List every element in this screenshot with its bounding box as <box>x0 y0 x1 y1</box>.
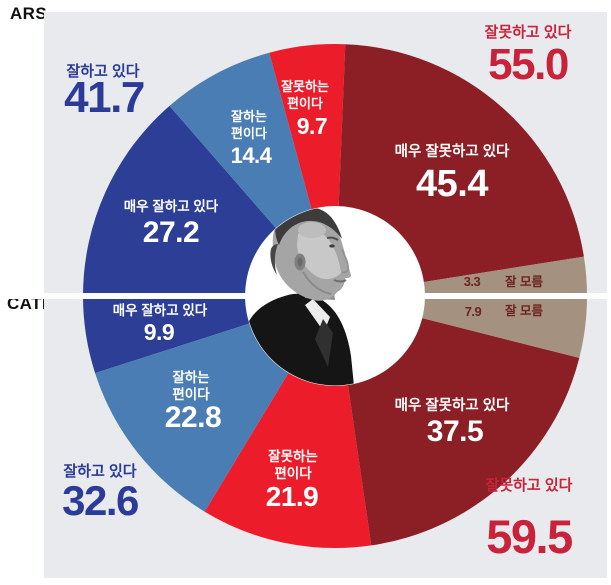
portrait-illustration <box>245 206 354 386</box>
segment-label: 편이다 <box>172 386 210 402</box>
portrait-face-highlight <box>297 230 341 280</box>
portrait-hair-back <box>270 244 278 275</box>
portrait-jaw-shadow <box>302 271 332 295</box>
segment-label: 잘못하는 <box>268 448 318 464</box>
segment-value: 27.2 <box>143 216 199 249</box>
segment-value: 14.4 <box>231 143 273 168</box>
segment-label: 잘하는 <box>231 109 267 124</box>
segment-label: 매우 잘못하고 있다 <box>395 396 510 414</box>
portrait-eye <box>329 244 335 248</box>
segment-value: 37.5 <box>427 415 483 448</box>
segment-label: 잘 모름 <box>505 303 543 318</box>
segment-value: 21.9 <box>266 481 319 512</box>
segment-label: 매우 잘못하고 있다 <box>395 142 510 160</box>
segment-value: 7.9 <box>465 304 482 319</box>
total-value: 32.6 <box>62 477 138 524</box>
total-label: 잘하고 있다 <box>63 462 136 480</box>
segment-label: 편이다 <box>231 126 267 141</box>
segment-label: 매우 잘하고 있다 <box>124 198 219 214</box>
segment-label: 잘못하는 <box>281 79 329 94</box>
total-value: 41.7 <box>64 73 144 122</box>
portrait-ear-inner <box>297 257 303 267</box>
total-label: 잘하고 있다 <box>66 62 139 80</box>
total-value: 59.5 <box>486 510 572 563</box>
segment-value: 22.8 <box>165 401 221 434</box>
segment-value: 9.9 <box>144 319 174 345</box>
portrait-forehead-highlight <box>298 222 326 238</box>
total-label: 잘못하고 있다 <box>485 23 572 41</box>
portrait-mouth <box>333 279 347 283</box>
segment-value: 3.3 <box>464 274 481 289</box>
portrait-eyebrow <box>326 236 339 241</box>
segment-label: 잘 모름 <box>505 274 543 289</box>
total-label: 잘못하고 있다 <box>486 476 573 494</box>
total-value: 55.0 <box>488 40 568 89</box>
ars-method-label: ARS <box>10 4 48 23</box>
segment-value: 9.7 <box>297 113 327 139</box>
portrait-nose-line <box>341 249 349 274</box>
segment-label: 잘하는 <box>172 369 210 385</box>
segment-label: 편이다 <box>274 465 312 481</box>
portrait-tie <box>315 319 333 367</box>
segment-value: 45.4 <box>416 163 488 205</box>
segment-label: 편이다 <box>287 96 323 111</box>
segment-label: 매우 잘하고 있다 <box>113 302 208 318</box>
